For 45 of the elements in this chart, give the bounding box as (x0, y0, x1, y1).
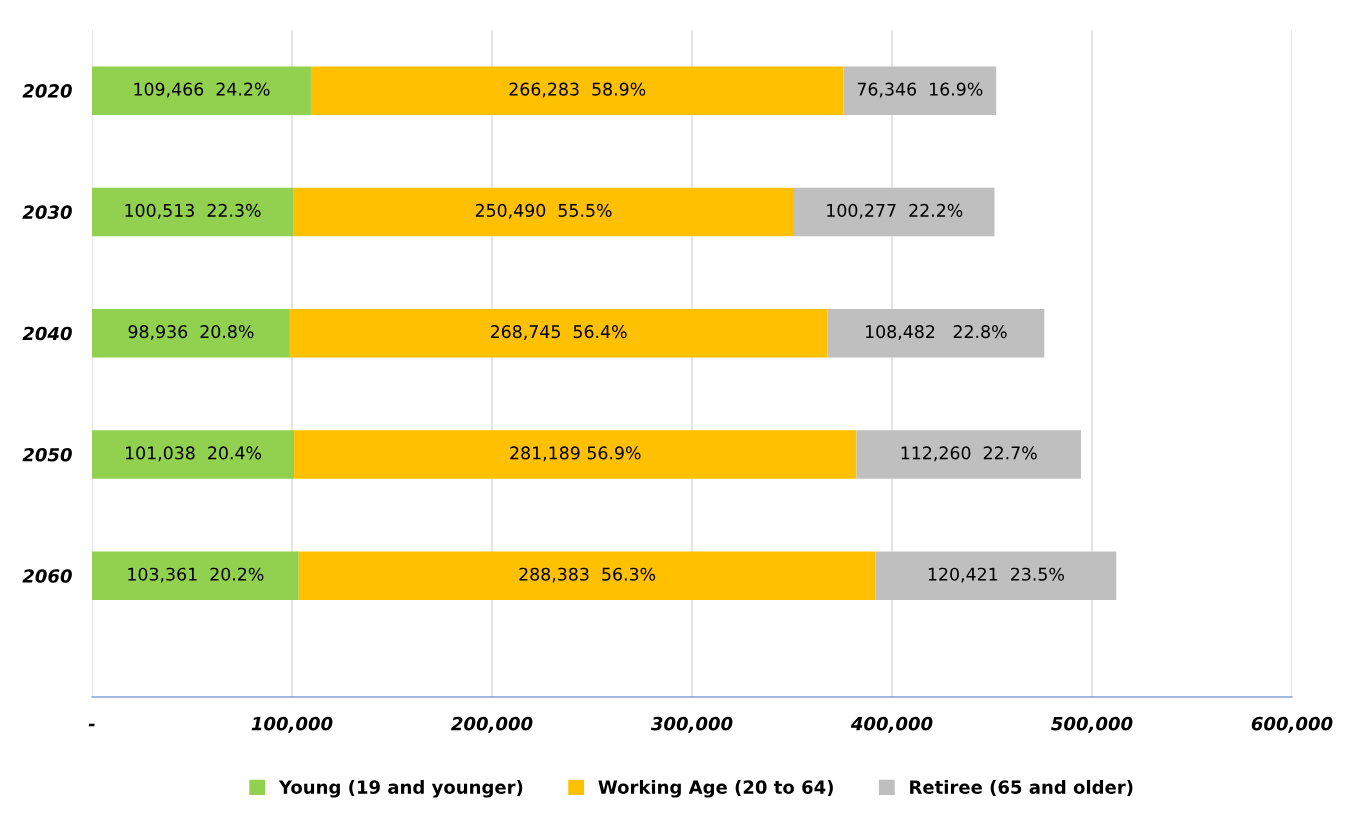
data-label: 98,936 20.8% (128, 325, 254, 340)
x-tick-label: 300,000 (650, 716, 733, 733)
data-label: 281,189 56.9% (510, 446, 641, 462)
x-tick-label: 400,000 (850, 716, 933, 733)
bar (298, 551, 876, 600)
bar (92, 551, 299, 600)
x-tick-label: 600,000 (1251, 716, 1333, 733)
data-label: 76,346 16.9% (857, 82, 983, 98)
data-label: 112,260 22.7% (901, 446, 1037, 462)
bar (92, 66, 311, 115)
legend-label: Young (19 and younger) (278, 779, 523, 798)
y-tick-label: 2020 (22, 84, 72, 98)
data-label: 266,283 58.9% (509, 82, 646, 98)
legend-label: Working Age (20 to 64) (598, 779, 833, 798)
bar (294, 430, 857, 479)
x-tick-label: 200,000 (451, 716, 533, 733)
bar (843, 66, 997, 115)
y-tick-label: 2030 (22, 205, 72, 220)
legend-label: Retiree (65 and older) (910, 779, 1133, 797)
data-label: 250,490 55.5% (475, 203, 612, 219)
x-tick-label: 100,000 (251, 716, 333, 733)
bar (293, 187, 795, 237)
y-tick-label: 2060 (22, 569, 72, 583)
data-label: 268,745 56.4% (490, 325, 627, 340)
y-tick-label: 2040 (22, 326, 72, 341)
bar (827, 308, 1045, 358)
data-label: 100,513 22.3% (125, 203, 261, 219)
bar (92, 187, 294, 237)
data-label: 120,421 23.5% (928, 567, 1064, 583)
data-label: 103,361 20.2% (128, 567, 264, 583)
bar (92, 308, 290, 358)
x-tick-label: - (88, 723, 95, 727)
bar (794, 187, 995, 237)
y-tick-label: 2050 (22, 447, 72, 462)
data-label: 100,277 22.2% (827, 203, 963, 219)
data-label: 101,038 20.4% (125, 446, 262, 462)
bar (310, 66, 844, 115)
bar (92, 430, 295, 479)
data-label: 108,482 22.8% (866, 325, 1007, 340)
bar (856, 430, 1081, 479)
data-label: 109,466 24.2% (134, 82, 270, 98)
bar (289, 308, 828, 358)
bar (875, 551, 1117, 600)
x-tick-label: 500,000 (1051, 716, 1133, 733)
data-label: 288,383 56.3% (519, 567, 656, 583)
